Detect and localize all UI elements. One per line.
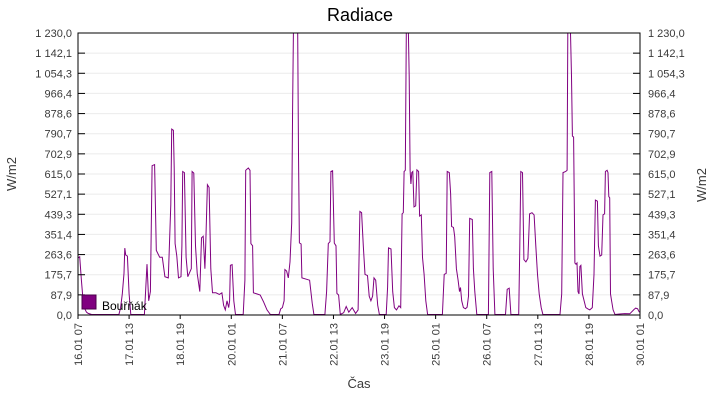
y-axis-tick-label-left: 439,3 [44, 209, 72, 221]
x-axis-tick-label: 20.01 01 [226, 323, 238, 366]
y-axis-tick-label-left: 966,4 [44, 88, 72, 100]
y-axis-tick-label-left: 1 142,1 [35, 48, 72, 60]
y-axis-tick-label-left: 351,4 [44, 229, 72, 241]
y-axis-tick-label-right: 1 054,3 [648, 68, 685, 80]
y-axis-tick-label-right: 0,0 [648, 310, 663, 322]
x-axis-tick-label: 27.01 13 [533, 323, 545, 366]
y-axis-tick-label-left: 263,6 [44, 250, 72, 262]
plot-border [77, 32, 641, 316]
y-axis-tick-label-right: 439,3 [648, 209, 676, 221]
y-axis-tick-label-right: 87,9 [648, 290, 669, 302]
y-axis-tick-label-left: 1 054,3 [35, 68, 72, 80]
x-axis-title: Čas [347, 376, 371, 391]
x-axis-tick-label: 18.01 19 [175, 323, 187, 366]
y-axis-tick-label-right: 527,1 [648, 189, 676, 201]
x-axis-tick-label: 16.01 07 [73, 323, 85, 366]
y-axis-left-title: W/m2 [4, 157, 19, 191]
legend-color-swatch [81, 294, 97, 310]
y-axis-tick-label-left: 0,0 [57, 310, 72, 322]
x-axis-tick-label: 22.01 13 [328, 323, 340, 366]
x-axis-tick-label: 17.01 13 [124, 323, 136, 366]
x-axis-tick-label: 28.01 19 [584, 323, 596, 366]
x-axis-tick-label: 30.01 01 [635, 323, 647, 366]
y-axis-tick-label-left: 615,0 [44, 169, 72, 181]
y-axis-right-title: W/m2 [694, 168, 709, 202]
y-axis-tick-label-right: 878,6 [648, 109, 676, 121]
y-axis-tick-label-right: 702,9 [648, 149, 676, 161]
y-axis-tick-label-left: 1 230,0 [35, 28, 72, 40]
y-axis-tick-label-left: 790,7 [44, 129, 72, 141]
y-axis-tick-label-right: 175,7 [648, 270, 676, 282]
y-axis-tick-label-right: 263,6 [648, 250, 676, 262]
x-axis-tick-label: 25.01 01 [431, 323, 443, 366]
y-axis-tick-label-right: 351,4 [648, 229, 676, 241]
y-axis-tick-label-right: 1 142,1 [648, 48, 685, 60]
legend-series-label: Bouřňák [102, 299, 148, 313]
y-axis-tick-label-right: 1 230,0 [648, 28, 685, 40]
y-axis-tick-label-right: 615,0 [648, 169, 676, 181]
legend: Bouřňák [81, 294, 148, 313]
x-axis-tick-label: 26.01 07 [482, 323, 494, 366]
y-axis-tick-label-left: 87,9 [51, 290, 72, 302]
x-axis-tick-label: 23.01 19 [380, 323, 392, 366]
y-axis-tick-label-right: 790,7 [648, 129, 676, 141]
x-axis-tick-label: 21.01 07 [277, 323, 289, 366]
y-axis-tick-label-left: 878,6 [44, 109, 72, 121]
y-axis-tick-label-left: 527,1 [44, 189, 72, 201]
chart-title: Radiace [327, 5, 393, 25]
y-axis-tick-label-left: 175,7 [44, 270, 72, 282]
tick-labels: 1 230,0 1 230,0 1 142,1 1 142,1 1 054,3 1 054… [35, 28, 684, 366]
y-axis-tick-label-right: 966,4 [648, 88, 676, 100]
y-axis-tick-label-left: 702,9 [44, 149, 72, 161]
